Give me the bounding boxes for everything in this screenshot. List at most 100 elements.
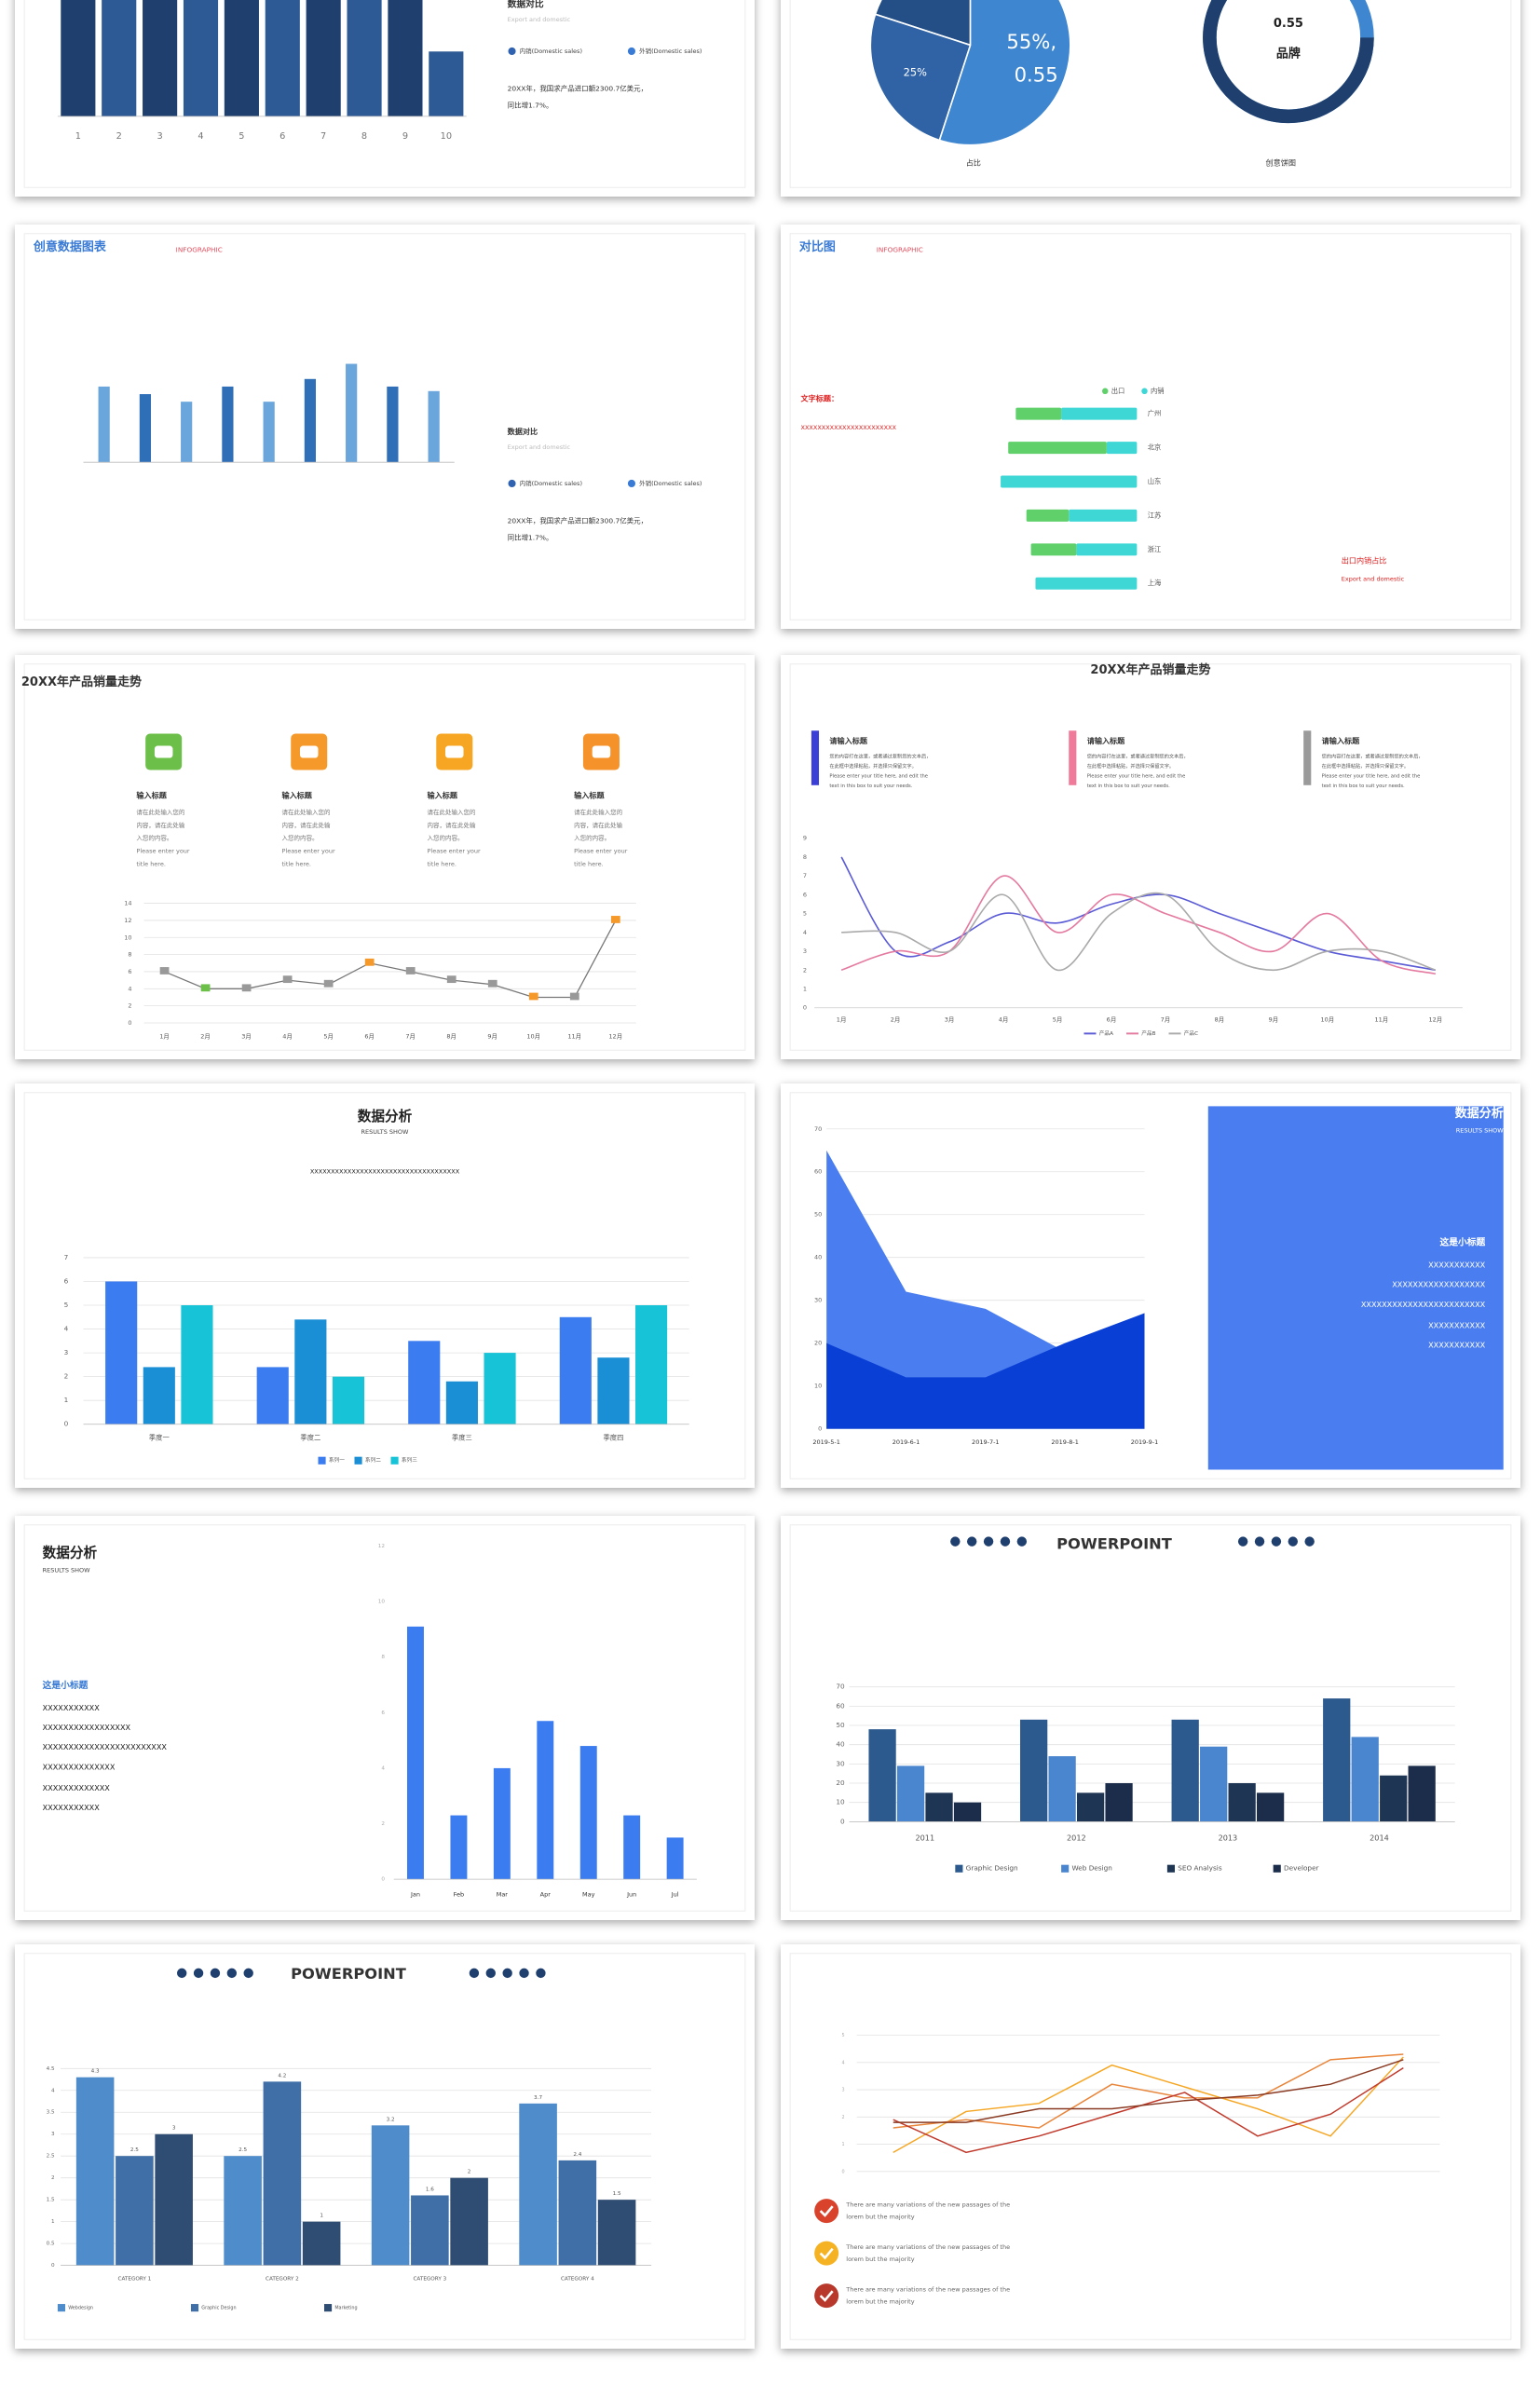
marker (610, 916, 620, 923)
item-text: Please enter your (281, 847, 335, 854)
dot (176, 1968, 187, 1979)
x-tick-label: 2019-6-1 (893, 1438, 920, 1446)
y-tick-label: 2 (64, 1372, 69, 1381)
bar (346, 363, 358, 463)
dot (536, 1968, 546, 1979)
y-tick-label: 40 (836, 1740, 845, 1749)
bar (61, 0, 96, 116)
dot (966, 1536, 977, 1547)
y-tick-label: 14 (124, 900, 131, 907)
y-tick-label: 9 (803, 835, 807, 842)
legend-swatch (190, 2304, 199, 2312)
bar (579, 1746, 597, 1880)
x-tick-label: 3月 (945, 1016, 955, 1024)
dot (1016, 1536, 1028, 1547)
y-tick-label: 4.5 (47, 2066, 55, 2072)
item-text: lorem but the majority (846, 2256, 914, 2263)
bar (1035, 577, 1138, 590)
x-tick-label: 6月 (364, 1033, 375, 1041)
x-tick-label: 11月 (567, 1033, 581, 1041)
y-tick-label: 山东 (1148, 477, 1162, 485)
slide: POWERPOINT 0 0.5 1 1.5 2 2.5 3 3.5 4 4.5 4.3 2.5 3.2 3… (15, 1944, 755, 2349)
x-tick-label: CATEGORY 2 (266, 2277, 299, 2283)
item-text: There are many variations of the new pas… (845, 2243, 1010, 2251)
dot (485, 1968, 496, 1979)
y-tick-label: 2.5 (47, 2154, 55, 2160)
item-title: 输入标题 (574, 791, 605, 800)
y-tick-label: 0.5 (47, 2242, 55, 2247)
slide: 20XX年产品销量走势 请输入标题 您的内容打在这里，或者通过复制您的文本后， 在此框… (781, 655, 1520, 1059)
x-tick-label: 5月 (323, 1033, 334, 1041)
y-tick-label: 8 (128, 951, 131, 959)
y-tick-label: 0 (128, 1019, 131, 1027)
item-text: 在此框中选择粘贴，并选择只保留文字。 (829, 762, 916, 770)
x-tick-label: 3 (157, 131, 163, 142)
x-tick-label: 6月 (1107, 1016, 1117, 1024)
x-tick-label: 2019-9-1 (1131, 1438, 1159, 1446)
item-text: 内容，请在此处输 (281, 821, 331, 829)
dot (627, 47, 636, 56)
item-text: 请在此处输入您的 (281, 808, 331, 816)
slide-canvas: 数据分析 RESULTS SHOW XXXXXXXXXXXXXXXXXXXXXXXX… (23, 1092, 746, 1479)
bar (143, 0, 178, 116)
text: RESULTS SHOW (43, 1567, 91, 1574)
bar (1408, 1765, 1436, 1822)
text: XXXXXXXXXXXXXXXXXXXXXXXXXXXXXXXXXXXX (310, 1167, 460, 1175)
marker (405, 967, 416, 974)
y-tick-label: 5 (842, 2033, 845, 2038)
value-label: 2 (468, 2170, 471, 2175)
value-label: 1.5 (613, 2191, 621, 2197)
x-tick-label: 2014 (1370, 1833, 1389, 1843)
y-tick-label: 3 (51, 2132, 55, 2137)
y-tick-label: 上海 (1148, 579, 1162, 587)
bar (265, 0, 300, 116)
item-text: Please enter your title here, and edit t… (829, 774, 928, 780)
y-tick-label: 40 (814, 1254, 822, 1261)
x-tick-label: 7 (320, 131, 326, 142)
x-tick-label: 2月 (200, 1033, 211, 1041)
pie-slice (869, 13, 972, 142)
x-tick-label: Jun (626, 1890, 636, 1898)
marker (323, 979, 334, 988)
y-tick-label: 6 (803, 891, 807, 898)
title: POWERPOINT (291, 1965, 406, 1983)
dot (627, 479, 636, 488)
text: XXXXXXXXXXXXXX (43, 1762, 116, 1771)
pie-slice (938, 0, 1071, 146)
text: 0.55 (1274, 17, 1303, 31)
item-text: 内容，请在此处输 (136, 821, 185, 829)
y-tick-label: 1 (64, 1396, 69, 1404)
x-tick-label: 2019-7-1 (972, 1438, 1000, 1446)
x-tick-label: 8月 (446, 1033, 457, 1041)
text: XXXXXXXXXXX (1428, 1341, 1486, 1350)
panel (1207, 1106, 1504, 1470)
check-glyph (819, 2205, 834, 2217)
bar (1001, 475, 1138, 488)
y-tick-label: 北京 (1148, 443, 1162, 452)
item-text: title here. (136, 860, 166, 867)
legend-swatch (1061, 1864, 1070, 1873)
bar (347, 0, 382, 116)
dot (1271, 1536, 1282, 1547)
text: XXXXXXXXXXXXXXXXXXXXXXXX (1361, 1300, 1486, 1309)
legend-label: Marketing (334, 2306, 357, 2311)
bar (263, 402, 275, 463)
x-tick-label: Apr (540, 1890, 552, 1898)
value-label: 55%, (1006, 30, 1056, 53)
bar (224, 2156, 262, 2266)
y-tick-label: 5 (803, 910, 807, 918)
bar (519, 2103, 557, 2266)
value-label: 1.6 (426, 2187, 434, 2192)
marker (364, 958, 375, 966)
text: XXXXXXXXXXXXX (43, 1783, 111, 1792)
x-tick-label: Feb (454, 1890, 465, 1898)
y-tick-label: 12 (124, 917, 131, 924)
accent-bar (811, 730, 820, 785)
dot (1304, 1536, 1315, 1547)
slide: 20XX年产品销量走势 输入标题 请在此处输入您的 内容，请在此处输 入您的内容。 Ple… (15, 655, 755, 1059)
bar (306, 0, 341, 116)
check-icon (814, 2283, 839, 2309)
y-tick-label: 0 (842, 2169, 845, 2174)
